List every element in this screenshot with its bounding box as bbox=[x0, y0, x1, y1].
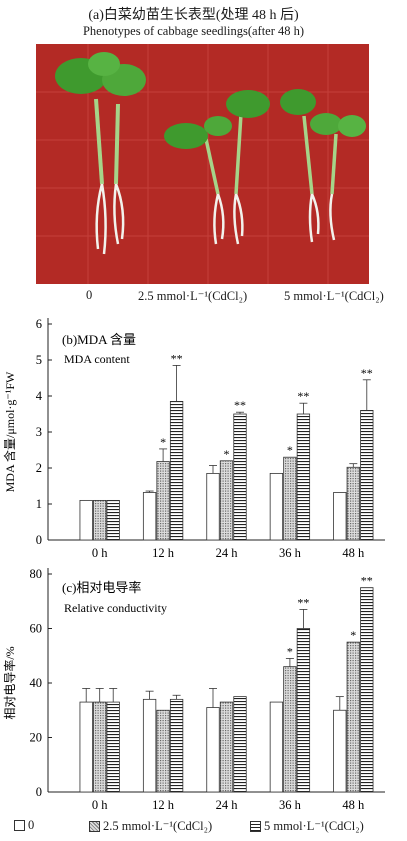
x-tick-label: 48 h bbox=[342, 798, 365, 812]
bar-5mM bbox=[296, 628, 311, 793]
bar-control bbox=[333, 492, 347, 541]
bar-5mM bbox=[296, 413, 311, 541]
significance-mark: * bbox=[350, 628, 356, 642]
y-axis-label: 相对电导率/% bbox=[2, 646, 17, 719]
significance-mark: * bbox=[160, 435, 166, 449]
bar-control bbox=[142, 492, 157, 541]
y-tick-label: 0 bbox=[36, 785, 42, 799]
bar-control bbox=[79, 701, 93, 793]
panel-a-title: (a)白菜幼苗生长表型(处理 48 h 后) bbox=[88, 8, 299, 23]
y-tick-label: 3 bbox=[36, 425, 42, 439]
bar-control bbox=[206, 472, 220, 541]
bar-5mM bbox=[233, 696, 247, 793]
x-tick-label: 24 h bbox=[216, 546, 239, 560]
bar-2-5mM bbox=[219, 701, 234, 793]
bar-2-5mM bbox=[219, 460, 234, 541]
legend-swatch-control bbox=[14, 820, 25, 831]
y-tick-label: 2 bbox=[36, 461, 42, 475]
bar-5mM bbox=[360, 410, 374, 541]
x-tick-label: 0 h bbox=[92, 546, 108, 560]
y-tick-label: 20 bbox=[30, 731, 43, 745]
significance-mark: * bbox=[224, 447, 230, 461]
bar-control bbox=[269, 701, 284, 793]
bar-control bbox=[333, 709, 347, 793]
bar-control bbox=[79, 499, 93, 541]
panel-label: (b)MDA 含量 bbox=[62, 332, 136, 347]
bar-control bbox=[142, 698, 157, 793]
conductivity-chart: 0 20 40 60 80 相对电导率/% (c)相对电导率 Relative conduct… bbox=[2, 567, 385, 812]
seedlings-2-5mM bbox=[164, 90, 270, 245]
y-tick-label: 4 bbox=[36, 389, 43, 403]
x-tick-label: 0 h bbox=[92, 798, 108, 812]
bar-2-5mM bbox=[283, 666, 297, 793]
panel-label: (c)相对电导率 bbox=[62, 580, 141, 595]
y-tick-label: 0 bbox=[36, 533, 42, 547]
significance-mark: ** bbox=[297, 389, 309, 403]
bar-2-5mM bbox=[93, 499, 107, 541]
bar-2-5mM bbox=[156, 461, 170, 541]
bar-2-5mM bbox=[346, 641, 360, 793]
significance-mark: * bbox=[287, 443, 293, 457]
y-tick-label: 60 bbox=[30, 622, 43, 636]
legend: 0 2.5 mmol·L⁻¹(CdCl₂) 5 mmol·L⁻¹(CdCl₂) bbox=[14, 818, 407, 838]
bar-5mM bbox=[360, 587, 374, 793]
x-tick-label: 36 h bbox=[279, 546, 302, 560]
significance-mark: ** bbox=[234, 398, 246, 412]
bar-2-5mM bbox=[283, 456, 297, 541]
x-tick-label: 12 h bbox=[152, 546, 175, 560]
bar-control bbox=[269, 472, 284, 541]
legend-swatch-5 bbox=[250, 820, 261, 832]
treatment-label-5: 5 mmol·L⁻¹(CdCl₂) bbox=[284, 289, 384, 303]
treatment-label-2-5: 2.5 mmol·L⁻¹(CdCl₂) bbox=[138, 289, 248, 303]
significance-mark: ** bbox=[171, 351, 183, 365]
panel-sublabel: MDA content bbox=[64, 352, 130, 366]
significance-mark: ** bbox=[297, 595, 309, 609]
bar-2-5mM bbox=[156, 709, 170, 793]
legend-item-5: 5 mmol·L⁻¹(CdCl₂) bbox=[250, 818, 364, 834]
legend-label-2-5: 2.5 mmol·L⁻¹(CdCl₂) bbox=[103, 819, 213, 833]
y-tick-label: 1 bbox=[36, 497, 42, 511]
bar-5mM bbox=[106, 701, 120, 793]
legend-swatch-2-5 bbox=[89, 820, 100, 832]
bar-2-5mM bbox=[93, 701, 107, 793]
bar-5mM bbox=[233, 413, 247, 541]
legend-item-control: 0 bbox=[14, 818, 34, 833]
significance-mark: ** bbox=[361, 366, 373, 380]
treatment-label-0: 0 bbox=[86, 288, 93, 302]
x-tick-label: 36 h bbox=[279, 798, 302, 812]
legend-label-control: 0 bbox=[28, 818, 35, 832]
seedling-photo bbox=[36, 44, 369, 284]
x-tick-label: 24 h bbox=[216, 798, 239, 812]
bar-5mM bbox=[106, 499, 120, 541]
y-tick-label: 6 bbox=[36, 317, 42, 331]
mda-chart: 0 1 2 3 4 5 6 MDA 含量/μmol·g⁻¹FW (b)MDA 含量 MDA con… bbox=[2, 317, 385, 560]
significance-mark: ** bbox=[361, 574, 373, 588]
bar-2-5mM bbox=[346, 466, 360, 541]
bar-5mM bbox=[169, 698, 184, 793]
y-tick-label: 80 bbox=[30, 567, 43, 581]
seedlings-control bbox=[55, 52, 146, 255]
panel-a-subtitle: Phenotypes of cabbage seedlings(after 48… bbox=[82, 24, 305, 38]
legend-label-5: 5 mmol·L⁻¹(CdCl₂) bbox=[264, 819, 364, 833]
legend-item-2-5: 2.5 mmol·L⁻¹(CdCl₂) bbox=[89, 818, 212, 834]
bar-5mM bbox=[169, 401, 184, 541]
significance-mark: * bbox=[287, 644, 293, 658]
seedlings-5mM bbox=[280, 89, 366, 243]
y-tick-label: 40 bbox=[30, 676, 43, 690]
x-tick-label: 12 h bbox=[152, 798, 175, 812]
panel-sublabel: Relative conductivity bbox=[64, 601, 167, 615]
x-tick-label: 48 h bbox=[342, 546, 365, 560]
bar-control bbox=[206, 707, 220, 793]
y-tick-label: 5 bbox=[36, 353, 42, 367]
y-axis-label: MDA 含量/μmol·g⁻¹FW bbox=[2, 371, 17, 492]
